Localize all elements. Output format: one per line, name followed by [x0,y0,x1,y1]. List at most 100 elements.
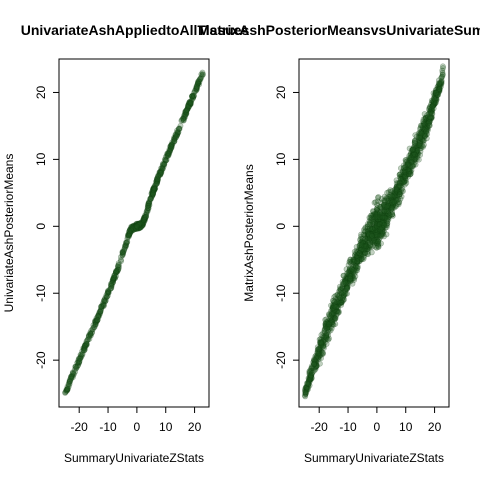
data-point [167,143,174,150]
data-point [158,169,165,175]
data-point [97,306,104,313]
data-point [316,360,323,367]
data-point [428,99,435,106]
data-point [177,122,184,129]
data-point [388,205,394,212]
data-point [187,100,194,106]
data-point [75,356,82,363]
data-point [378,216,385,223]
data-point [66,378,73,385]
data-point [136,221,143,228]
x-tick-label: 10 [399,420,413,434]
data-point [131,226,138,232]
data-point [80,347,87,353]
data-point [194,80,201,87]
data-point [125,232,132,239]
data-point [318,348,325,355]
data-point [353,258,360,265]
right-x-axis-label: SummaryUnivariateZStats [304,451,444,465]
data-point [372,227,379,234]
data-point [371,224,378,231]
data-point [106,289,112,296]
data-point [94,318,100,324]
data-point [139,223,145,229]
data-point [154,177,161,184]
data-point [139,221,145,228]
data-point [139,222,145,229]
data-point [128,225,135,232]
data-point [135,222,142,229]
data-point [174,132,180,138]
data-point [188,98,194,105]
data-point [83,340,90,347]
data-point [149,191,156,198]
data-point [153,176,160,182]
data-point [122,243,129,250]
data-point [87,332,94,339]
data-point [146,198,153,205]
data-point [95,312,102,319]
data-point [149,189,155,196]
data-point [385,198,392,204]
data-point [92,321,99,327]
data-point [120,248,127,255]
data-point [88,327,95,334]
data-point [114,268,120,275]
data-point [325,336,332,343]
data-point [373,232,380,238]
data-point [348,266,355,273]
data-point [72,363,79,370]
data-point [90,326,96,333]
x-tick-label: -10 [339,420,357,434]
data-point [122,242,129,249]
data-point [119,249,126,256]
data-point [154,178,160,185]
data-point [187,99,194,105]
data-point [418,130,425,137]
data-point [98,304,105,311]
data-point [75,359,82,366]
data-point [363,237,370,244]
data-point [377,210,383,217]
data-point [166,148,173,154]
data-point [115,260,122,266]
data-point [132,223,139,229]
data-point [97,308,104,315]
data-point [165,150,172,157]
data-point [139,222,146,229]
left-x-axis-label: SummaryUnivariateZStats [64,451,204,465]
data-point [149,192,155,199]
data-point [362,225,368,232]
data-point [181,111,188,118]
data-point [159,166,166,172]
data-point [125,233,132,240]
data-point [313,361,319,367]
data-point [69,370,76,377]
data-point [80,345,87,352]
data-point [166,149,173,156]
data-point [193,83,200,90]
data-point [127,226,134,233]
data-point [158,165,165,172]
data-point [181,114,188,121]
data-point [168,141,175,148]
data-point [130,224,136,231]
data-point [411,156,418,163]
data-point [307,375,314,381]
data-point [136,222,143,229]
data-point [136,220,143,227]
data-point [92,321,99,327]
data-point [89,326,96,333]
data-point [92,319,98,326]
data-point [181,114,187,121]
data-point [165,149,172,156]
data-point [123,239,129,246]
data-point [135,222,142,228]
data-point [168,142,175,149]
data-point [128,224,135,231]
data-point [136,220,143,227]
data-point [154,176,161,183]
data-point [132,222,139,229]
data-point [105,287,111,294]
data-point [87,330,94,337]
